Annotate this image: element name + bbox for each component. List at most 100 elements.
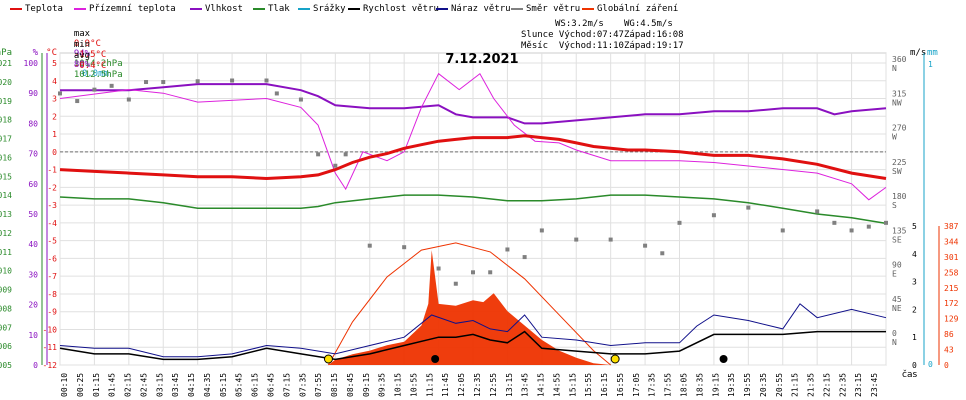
x-tick-label: 07:15 (282, 373, 291, 397)
legend-swatch (348, 7, 360, 10)
x-tick-label: 10:55 (409, 373, 418, 397)
x-tick-label: 13:15 (505, 373, 514, 397)
legend-item: Teplota (10, 4, 63, 14)
x-tick-label: 12:35 (473, 373, 482, 397)
stat-max-label: max (73, 29, 91, 39)
x-tick-label: 08:15 (330, 373, 339, 397)
x-axis-label: čas (902, 369, 917, 380)
stat-wg: WG:4.5m/s (624, 19, 673, 29)
legend-item: Tlak (253, 4, 290, 14)
stats-min-row: min -1.5°C 80% 1012.5hPa (63, 30, 123, 80)
rain-tick-label: 0 (928, 360, 933, 369)
rain-tick-label: 1 (928, 60, 933, 69)
humidity-tick-label: 10 (28, 331, 38, 340)
x-tick-label: 22:15 (822, 373, 831, 397)
wind-direction-point (453, 281, 458, 286)
wind-direction-point (574, 237, 579, 242)
radiation-tick-label: 387 (944, 222, 959, 231)
wind-direction-point (367, 243, 372, 248)
temperature-tick-label: -8 (47, 290, 57, 299)
legend-label: Teplota (25, 4, 63, 14)
x-tick-label: 18:35 (695, 373, 704, 397)
temperature-line (59, 134, 887, 181)
stat-moon: Měsíc Východ:11:10 (521, 41, 624, 51)
wind-gust-line (59, 303, 887, 358)
x-tick-label: 17:35 (648, 373, 657, 397)
x-tick-label: 08:45 (346, 373, 355, 397)
wind-direction-point (539, 228, 544, 233)
legend-swatch (511, 7, 523, 10)
wind-direction-point (126, 97, 131, 102)
x-tick-label: 12:05 (457, 373, 466, 397)
pressure-tick-label: 1014 (0, 191, 12, 200)
x-tick-label: 09:35 (378, 373, 387, 397)
legend-swatch (582, 7, 594, 10)
stat-max-press: 1014.2hPa (73, 59, 123, 69)
temperature-axis-title: °C (46, 48, 57, 58)
stat-ws: WS:3.2m/s (555, 19, 604, 29)
legend-swatch (10, 7, 22, 10)
pressure-tick-label: 1006 (0, 342, 12, 351)
wind-direction-point (505, 247, 510, 252)
temperature-tick-label: -9 (47, 308, 57, 317)
wind-direction-point (333, 163, 338, 168)
x-tick-label: 00:10 (60, 373, 69, 397)
temperature-tick-label: -6 (47, 254, 57, 263)
stat-avg-label: avg (73, 51, 91, 61)
radiation-tick-label: 301 (944, 253, 959, 262)
direction-tick-dir: E (892, 270, 897, 279)
legend-item: Směr větru (511, 4, 580, 14)
legend-swatch (436, 7, 448, 10)
rain-axis-title: mm (927, 48, 938, 58)
stat-max-rain: 0.0mm (81, 69, 109, 79)
wind-direction-point (274, 91, 279, 96)
radiation-tick-label: 344 (944, 237, 959, 246)
wind-direction-point (343, 152, 348, 157)
pressure-line (59, 194, 887, 225)
wind-direction-point (608, 237, 613, 242)
theoretical-radiation-line (327, 242, 612, 366)
wind-axis-title: m/s (910, 48, 926, 58)
temperature-tick-label: 0 (52, 148, 57, 157)
radiation-tick-label: 258 (944, 268, 959, 277)
x-tick-label: 06:15 (251, 373, 260, 397)
wind-direction-point (884, 220, 888, 225)
x-tick-label: 11:15 (425, 373, 434, 397)
wind-direction-point (677, 220, 682, 225)
x-tick-label: 04:35 (203, 373, 212, 397)
series (58, 72, 888, 366)
x-tick-label: 16:15 (600, 373, 609, 397)
x-tick-label: 19:35 (727, 373, 736, 397)
stat-sun: Slunce Východ:07:47 (521, 30, 624, 40)
wind-direction-point (746, 205, 751, 210)
humidity-tick-label: 100 (24, 59, 39, 68)
radiation-tick-label: 43 (944, 346, 954, 355)
legend-label: Tlak (268, 4, 290, 14)
wind-direction-point (264, 78, 269, 83)
direction-tick-label: 225 (892, 158, 907, 167)
chart-title: 7.12.2021 (445, 52, 518, 67)
temperature-tick-label: 3 (52, 95, 57, 104)
x-tick-label: 17:05 (632, 373, 641, 397)
wind-direction-point (832, 220, 837, 225)
x-tick-label: 20:35 (759, 373, 768, 397)
x-tick-label: 19:15 (711, 373, 720, 397)
direction-tick-dir: S (892, 201, 897, 210)
x-tick-label: 14:15 (537, 373, 546, 397)
pressure-tick-label: 1009 (0, 286, 12, 295)
legend-swatch (298, 7, 310, 10)
x-tick-label: 13:45 (521, 373, 530, 397)
x-tick-label: 19:55 (743, 373, 752, 397)
humidity-tick-label: 60 (28, 180, 38, 189)
x-tick-label: 16:55 (616, 373, 625, 397)
wind-tick-label: 3 (912, 278, 917, 287)
wind-tick-label: 0 (912, 361, 917, 370)
pressure-tick-label: 1016 (0, 153, 12, 162)
legend-item: Vlhkost (190, 4, 243, 14)
x-tick-label: 05:15 (219, 373, 228, 397)
wind-direction-point (471, 270, 475, 275)
wind-direction-point (780, 228, 785, 233)
temperature-tick-label: -3 (47, 201, 57, 210)
